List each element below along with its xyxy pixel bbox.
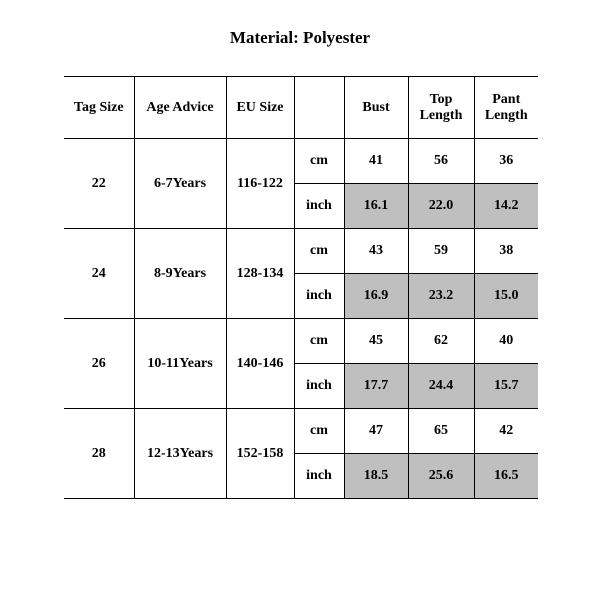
cell-unit-inch: inch [294, 184, 344, 229]
table-row: 22 6-7Years 116-122 cm 41 56 36 [64, 139, 538, 184]
cell-top-cm: 65 [408, 409, 474, 454]
cell-pant-inch: 14.2 [474, 184, 538, 229]
cell-bust-cm: 47 [344, 409, 408, 454]
col-age-advice: Age Advice [134, 77, 226, 139]
cell-unit-cm: cm [294, 409, 344, 454]
cell-bust-cm: 43 [344, 229, 408, 274]
col-unit [294, 77, 344, 139]
cell-tag-size: 22 [64, 139, 134, 229]
cell-top-inch: 24.4 [408, 364, 474, 409]
cell-pant-inch: 15.7 [474, 364, 538, 409]
cell-age-advice: 8-9Years [134, 229, 226, 319]
cell-tag-size: 26 [64, 319, 134, 409]
cell-bust-cm: 41 [344, 139, 408, 184]
cell-unit-cm: cm [294, 229, 344, 274]
cell-unit-cm: cm [294, 319, 344, 364]
cell-pant-cm: 36 [474, 139, 538, 184]
page-title: Material: Polyester [0, 28, 600, 48]
cell-top-inch: 23.2 [408, 274, 474, 319]
cell-unit-inch: inch [294, 454, 344, 499]
cell-bust-inch: 16.9 [344, 274, 408, 319]
cell-pant-inch: 16.5 [474, 454, 538, 499]
table-row: 26 10-11Years 140-146 cm 45 62 40 [64, 319, 538, 364]
table-body: 22 6-7Years 116-122 cm 41 56 36 inch 16.… [64, 139, 538, 499]
cell-age-advice: 10-11Years [134, 319, 226, 409]
table-row: 28 12-13Years 152-158 cm 47 65 42 [64, 409, 538, 454]
cell-unit-inch: inch [294, 364, 344, 409]
page: Material: Polyester Tag Size Age Advice … [0, 0, 600, 600]
cell-top-cm: 59 [408, 229, 474, 274]
col-bust: Bust [344, 77, 408, 139]
cell-pant-cm: 40 [474, 319, 538, 364]
cell-bust-inch: 17.7 [344, 364, 408, 409]
cell-age-advice: 12-13Years [134, 409, 226, 499]
cell-unit-inch: inch [294, 274, 344, 319]
cell-eu-size: 152-158 [226, 409, 294, 499]
cell-bust-cm: 45 [344, 319, 408, 364]
cell-unit-cm: cm [294, 139, 344, 184]
cell-eu-size: 116-122 [226, 139, 294, 229]
size-table-container: Tag Size Age Advice EU Size Bust Top Len… [64, 76, 600, 499]
cell-tag-size: 28 [64, 409, 134, 499]
col-top-length: Top Length [408, 77, 474, 139]
cell-top-inch: 25.6 [408, 454, 474, 499]
size-table: Tag Size Age Advice EU Size Bust Top Len… [64, 76, 538, 499]
cell-top-cm: 56 [408, 139, 474, 184]
col-eu-size: EU Size [226, 77, 294, 139]
cell-pant-cm: 42 [474, 409, 538, 454]
cell-bust-inch: 18.5 [344, 454, 408, 499]
cell-bust-inch: 16.1 [344, 184, 408, 229]
cell-eu-size: 140-146 [226, 319, 294, 409]
table-header-row: Tag Size Age Advice EU Size Bust Top Len… [64, 77, 538, 139]
cell-pant-cm: 38 [474, 229, 538, 274]
cell-tag-size: 24 [64, 229, 134, 319]
table-row: 24 8-9Years 128-134 cm 43 59 38 [64, 229, 538, 274]
cell-top-inch: 22.0 [408, 184, 474, 229]
cell-age-advice: 6-7Years [134, 139, 226, 229]
cell-eu-size: 128-134 [226, 229, 294, 319]
col-pant-length: Pant Length [474, 77, 538, 139]
table-header: Tag Size Age Advice EU Size Bust Top Len… [64, 77, 538, 139]
cell-top-cm: 62 [408, 319, 474, 364]
cell-pant-inch: 15.0 [474, 274, 538, 319]
col-tag-size: Tag Size [64, 77, 134, 139]
